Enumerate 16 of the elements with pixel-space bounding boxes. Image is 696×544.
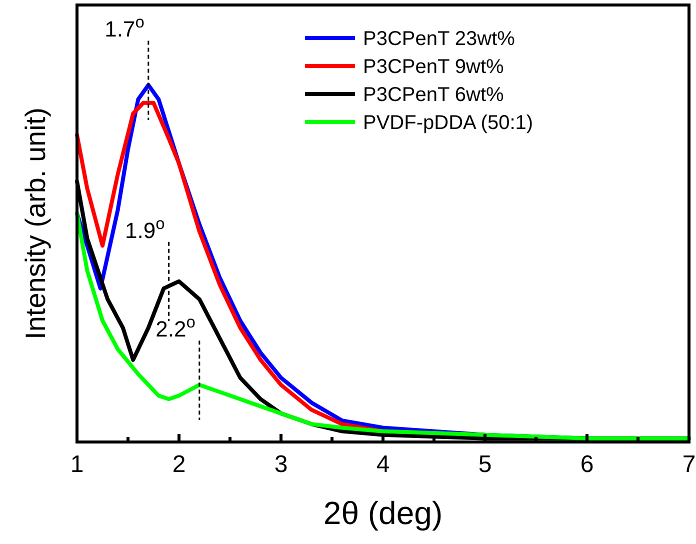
legend-label: P3CPenT 23wt% — [363, 28, 516, 50]
x-tick-label: 7 — [682, 451, 696, 478]
ref-line-label: 1.9$^{o}$ — [125, 214, 165, 243]
legend-label: P3CPenT 9wt% — [363, 56, 504, 78]
ref-line-label: 1.7$^{o}$ — [104, 14, 144, 42]
legend-label: PVDF-pDDA (50:1) — [363, 112, 534, 134]
y-axis-title: Intensity (arb. unit) — [20, 108, 51, 340]
x-tick-label: 5 — [478, 451, 492, 478]
x-tick-label: 1 — [70, 451, 84, 478]
legend-label: P3CPenT 6wt% — [363, 84, 504, 106]
x-tick-label: 2 — [172, 451, 186, 478]
x-tick-label: 3 — [274, 451, 288, 478]
x-tick-label: 6 — [580, 451, 594, 478]
x-tick-label: 4 — [376, 451, 390, 478]
x-axis-title: 2θ (deg) — [323, 495, 443, 531]
ref-line-label: 2.2$^{o}$ — [156, 314, 196, 342]
